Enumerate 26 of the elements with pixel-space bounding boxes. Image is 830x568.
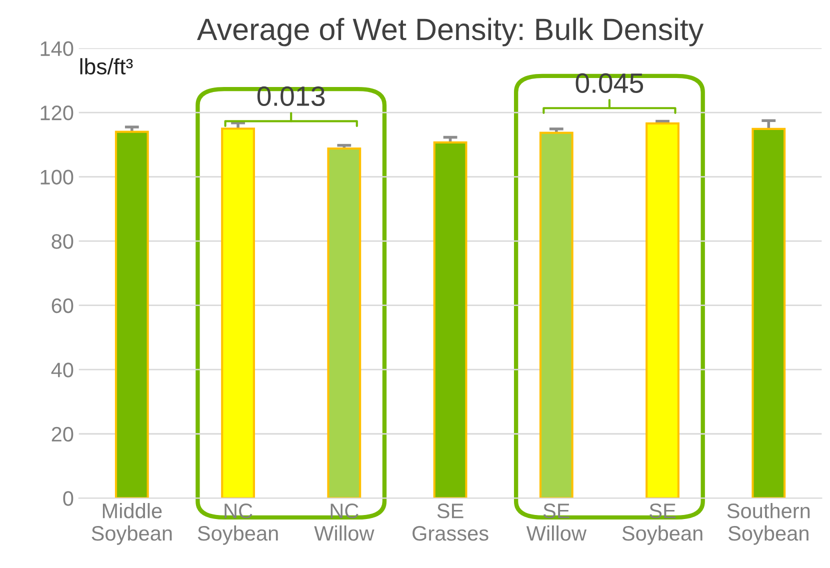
x-tick-label: SE Grasses	[412, 504, 488, 541]
y-tick-label: 80	[52, 234, 74, 249]
x-tick-label: Middle Soybean	[92, 502, 172, 545]
bar	[221, 128, 255, 498]
bar	[752, 128, 786, 498]
x-tick-label: SE Willow	[526, 504, 587, 541]
x-tick-label: Southern Soybean	[727, 502, 810, 545]
y-tick-label: 20	[52, 426, 74, 442]
y-axis-title: lbs/ft³	[80, 58, 133, 74]
y-tick-label: 0	[63, 491, 74, 506]
x-tick-label: NC Willow	[314, 504, 374, 541]
bar	[539, 132, 574, 498]
x-tick-label: SE Soybean	[622, 504, 702, 545]
y-tick-label: 100	[40, 170, 74, 185]
bar	[327, 147, 362, 498]
annotation: 0.045	[576, 73, 644, 93]
y-tick-label: 120	[40, 106, 74, 120]
chart-title: Average of Wet Density: Bulk Density	[197, 18, 704, 46]
annotation: 0.013	[257, 86, 325, 106]
y-tick-label: 140	[40, 41, 74, 56]
y-tick-label: 40	[51, 362, 74, 378]
y-tick-label: 60	[52, 298, 74, 314]
bar	[646, 122, 680, 498]
bar	[114, 130, 149, 498]
bar	[433, 141, 468, 498]
x-tick-label: NC Soybean	[198, 504, 278, 545]
